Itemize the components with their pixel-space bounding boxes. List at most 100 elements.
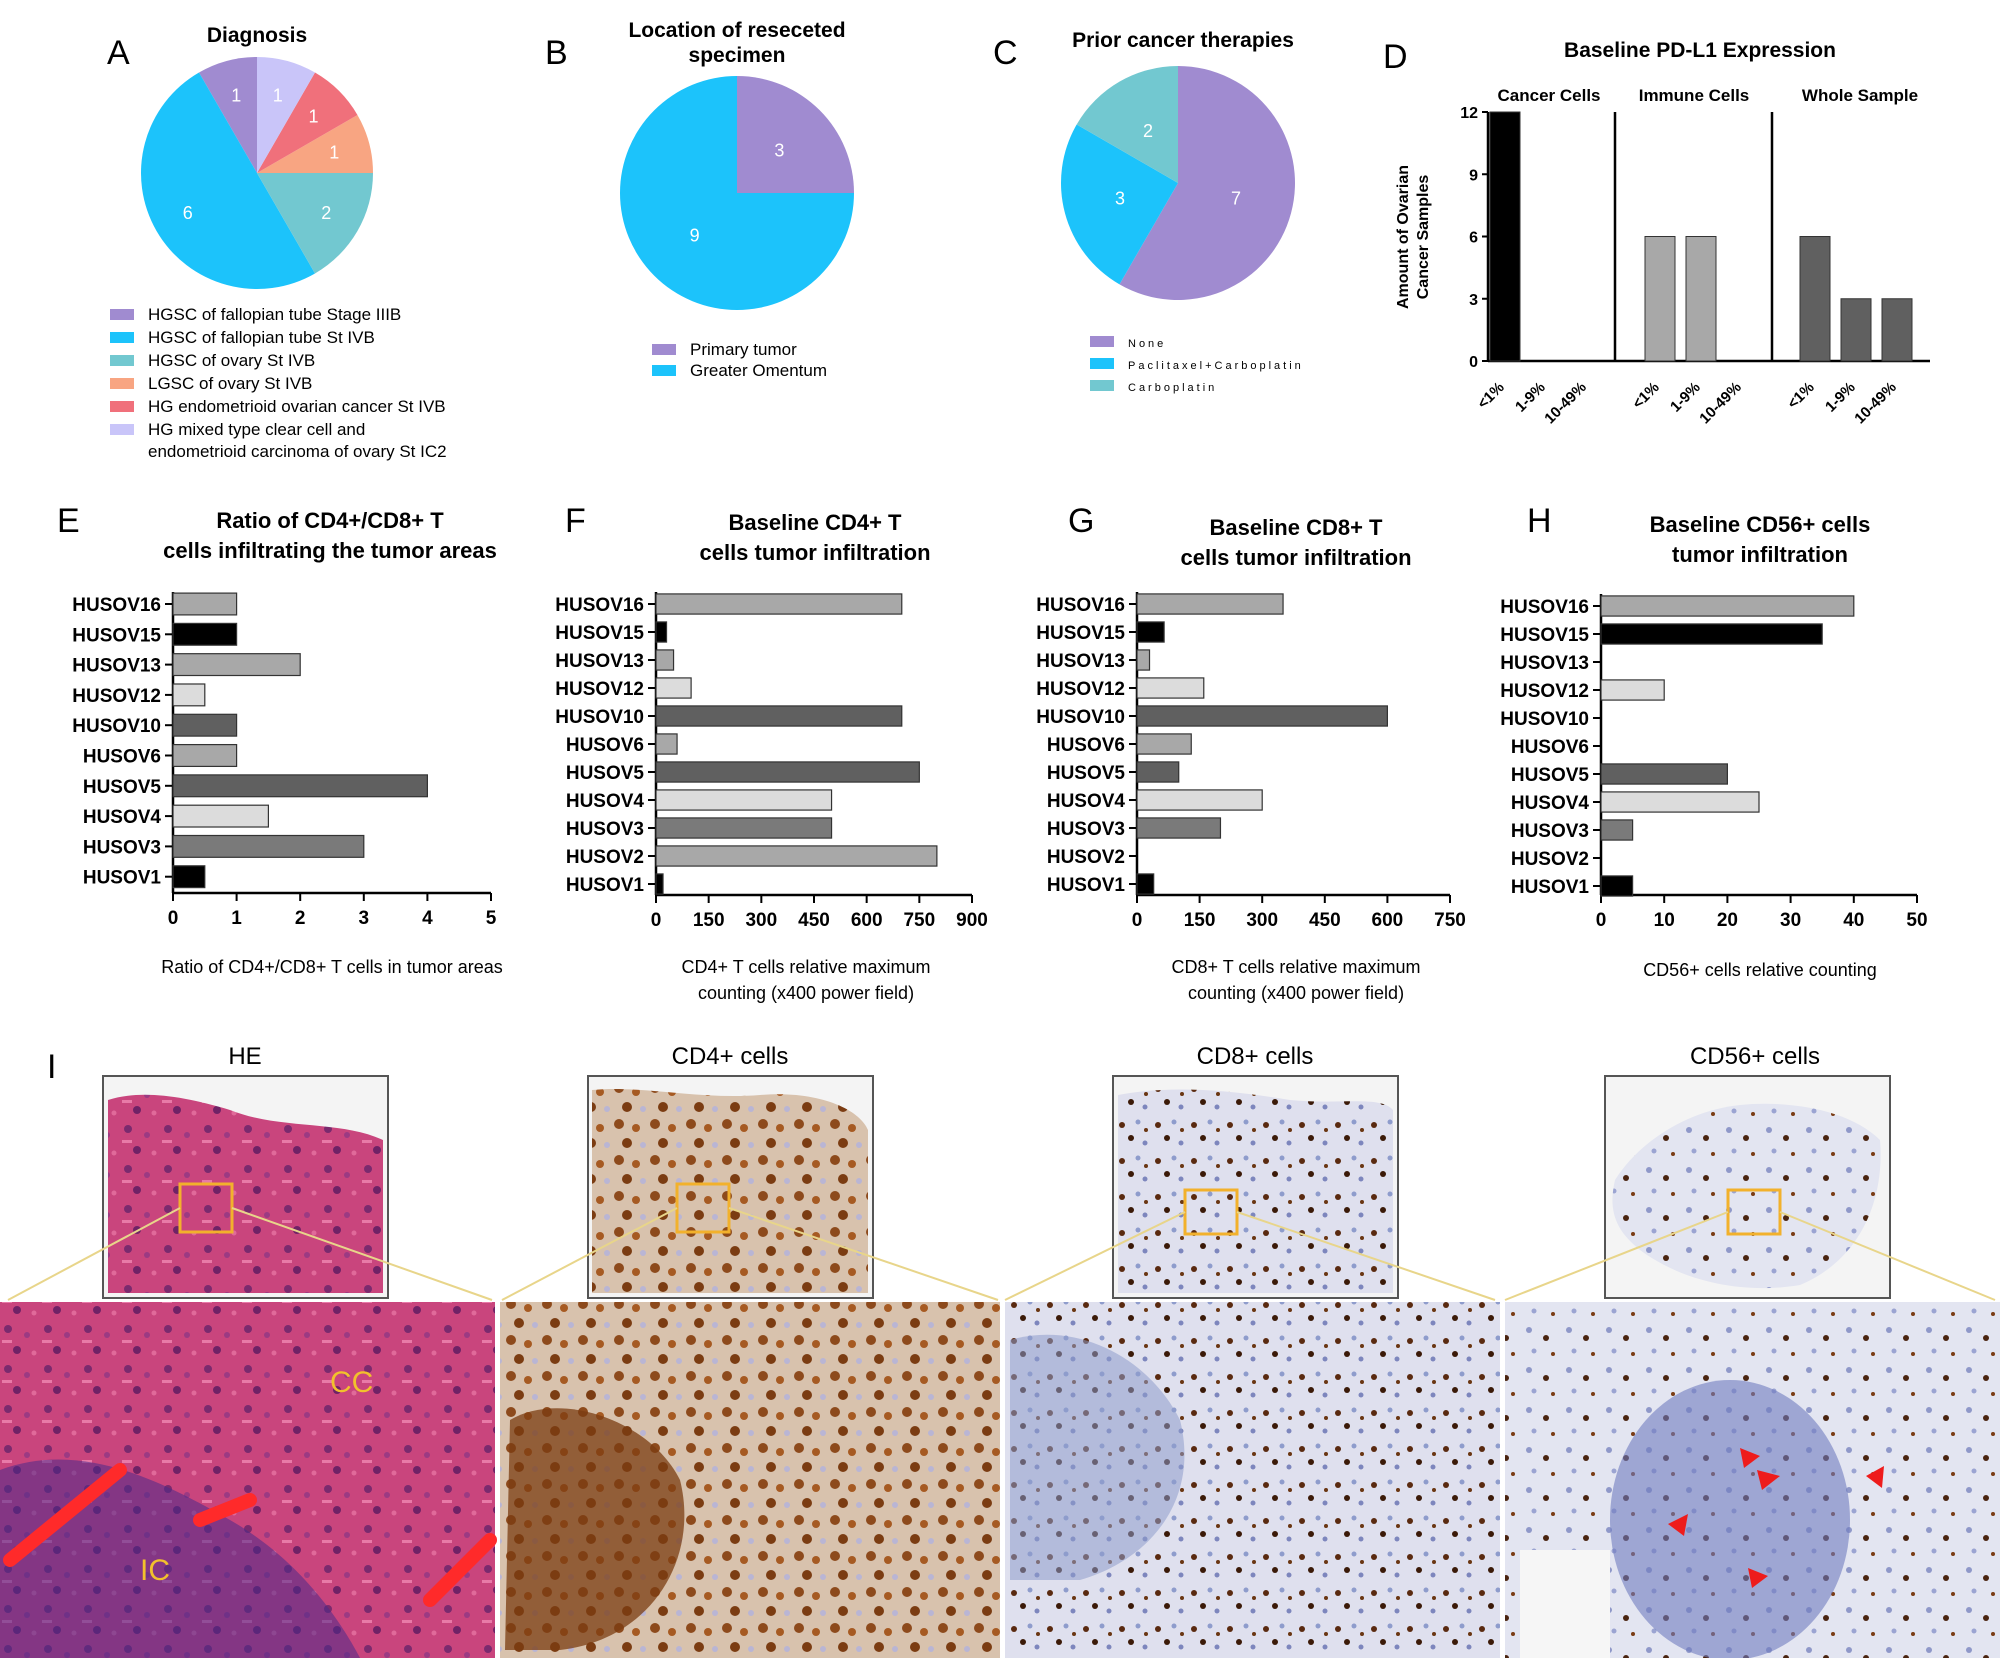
pie-slice xyxy=(257,115,373,173)
chart-g-xlabel: CD8+ T cells relative maximum counting (x… xyxy=(1172,957,1421,1003)
he-vessels xyxy=(3,1463,497,1607)
x-tick-label: 10-49% xyxy=(1696,379,1745,428)
x-tick-label: 30 xyxy=(1780,910,1801,931)
x-tick-label: 1-9% xyxy=(1512,379,1549,416)
bar xyxy=(1136,789,1263,811)
pie-chart-location: Location of reseceted specimen 3 9 Primary… xyxy=(620,19,854,380)
pie-slice-value: 1 xyxy=(309,106,319,126)
bar xyxy=(172,592,238,616)
x-tick-label: <1% xyxy=(1629,379,1663,413)
zoom-guide-lines xyxy=(7,1207,1996,1301)
x-tick-label: 40 xyxy=(1843,910,1864,931)
panel-letter-a: A xyxy=(107,34,130,72)
bar xyxy=(1136,733,1192,755)
pie-slice-value: 1 xyxy=(329,142,339,162)
legend-swatch xyxy=(110,424,134,435)
x-tick-label: 450 xyxy=(798,910,830,931)
bar xyxy=(1136,817,1222,839)
y-tick-label: HUSOV12 xyxy=(72,686,161,707)
series-header: Whole Sample xyxy=(1802,86,1918,105)
x-tick-label: 20 xyxy=(1717,910,1738,931)
cd56-lymphoid-aggregate xyxy=(1610,1380,1850,1658)
y-tick-label: HUSOV12 xyxy=(1500,681,1589,702)
y-tick-label: HUSOV5 xyxy=(83,777,162,798)
histology-title-cd4: CD4+ cells xyxy=(672,1043,789,1070)
bar xyxy=(1600,595,1855,617)
cd8-overview-tissue xyxy=(1118,1089,1393,1293)
x-tick-label: 10 xyxy=(1654,910,1675,931)
x-tick-label: 750 xyxy=(903,910,935,931)
chart-h-xlabel: CD56+ cells relative counting xyxy=(1643,960,1877,980)
bar xyxy=(172,774,428,798)
arrow-marker xyxy=(1748,1568,1768,1588)
y-tick-label: HUSOV13 xyxy=(1500,653,1589,674)
he-overview-tissue xyxy=(108,1094,383,1293)
x-tick-label: 0 xyxy=(168,908,179,929)
y-tick-label: HUSOV5 xyxy=(1511,765,1590,786)
y-tick-label: HUSOV10 xyxy=(1500,709,1589,730)
bar-chart-pdl1: Baseline PD-L1 Expression Amount of Ovar… xyxy=(1395,39,1930,427)
y-tick-label: HUSOV5 xyxy=(1047,763,1126,784)
x-tick-label: 10-49% xyxy=(1851,379,1900,428)
y-tick-label: HUSOV16 xyxy=(1500,597,1589,618)
y-tick-label: HUSOV4 xyxy=(83,807,162,828)
pie-slice-value: 3 xyxy=(1115,189,1125,209)
legend-label: Paclitaxel+Carboplatin xyxy=(1128,360,1304,372)
panel-letter-b: B xyxy=(545,34,568,72)
y-tick-label: HUSOV3 xyxy=(566,819,644,840)
bar xyxy=(1600,819,1634,841)
pie-slice-value: 9 xyxy=(690,225,700,245)
x-tick-label: 300 xyxy=(1246,910,1278,931)
bar xyxy=(655,761,920,783)
chart-f-xlabel: CD4+ T cells relative maximum counting (x… xyxy=(682,957,931,1003)
panel-letter-f: F xyxy=(565,502,586,540)
x-tick-label: 600 xyxy=(851,910,883,931)
y-tick-label: HUSOV13 xyxy=(72,656,161,677)
y-tick-label: HUSOV2 xyxy=(566,847,644,868)
bar xyxy=(655,621,668,643)
legend-label: Carboplatin xyxy=(1128,382,1217,394)
chart-d-title: Baseline PD-L1 Expression xyxy=(1564,39,1836,62)
pie-slice-value: 2 xyxy=(321,203,331,223)
histology-title-cd56: CD56+ cells xyxy=(1690,1043,1820,1070)
panel-letter-i: I xyxy=(47,1048,56,1086)
panel-letter-g: G xyxy=(1068,502,1094,540)
y-tick-label: HUSOV6 xyxy=(83,747,161,768)
y-tick-label: HUSOV10 xyxy=(1036,707,1125,728)
y-tick-label: 12 xyxy=(1460,105,1478,122)
bar xyxy=(655,789,833,811)
y-tick-label: HUSOV3 xyxy=(1047,819,1125,840)
x-tick-label: 300 xyxy=(745,910,777,931)
y-tick-label: HUSOV1 xyxy=(1047,875,1126,896)
legend-label: HGSC of fallopian tube Stage IIIB xyxy=(148,305,401,324)
bar xyxy=(1799,236,1831,362)
legend-swatch xyxy=(1090,380,1114,391)
pie-c-title: Prior cancer therapies xyxy=(1072,29,1294,52)
arrow-marker xyxy=(1866,1466,1884,1488)
y-tick-label: HUSOV16 xyxy=(555,595,644,616)
legend-label: HGSC of ovary St IVB xyxy=(148,351,315,370)
pie-slice xyxy=(1119,66,1296,301)
y-tick-label: HUSOV3 xyxy=(83,837,161,858)
legend-label: HGSC of fallopian tube St IVB xyxy=(148,328,375,347)
bar xyxy=(172,834,365,858)
bar xyxy=(172,713,238,737)
bar xyxy=(655,705,903,727)
x-tick-label: 0 xyxy=(1132,910,1143,931)
legend-label: HG endometrioid ovarian cancer St IVB xyxy=(148,397,446,416)
legend-label: HG mixed type clear cell and endometrioid… xyxy=(148,420,447,461)
x-tick-label: 3 xyxy=(359,908,370,929)
bar xyxy=(1136,677,1205,699)
x-tick-label: 1-9% xyxy=(1822,379,1859,416)
x-tick-label: 1 xyxy=(231,908,242,929)
bar xyxy=(1644,236,1676,362)
y-tick-label: HUSOV4 xyxy=(566,791,645,812)
legend-swatch xyxy=(1090,358,1114,369)
y-tick-label: HUSOV4 xyxy=(1047,791,1126,812)
bar xyxy=(172,622,238,646)
legend-swatch xyxy=(1090,336,1114,347)
